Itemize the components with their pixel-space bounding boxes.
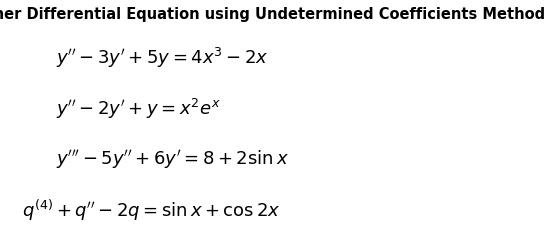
Text: $y^{\prime\prime\prime} - 5y^{\prime\prime} + 6y^{\prime} = 8 + 2\sin x$: $y^{\prime\prime\prime} - 5y^{\prime\pri… xyxy=(56,148,289,171)
Text: $y^{\prime\prime} - 2y^{\prime} + y = x^2e^x$: $y^{\prime\prime} - 2y^{\prime} + y = x^… xyxy=(56,97,220,121)
Text: Solve for Higher Differential Equation using Undetermined Coefficients Method: Solve for Higher Differential Equation u… xyxy=(0,7,545,22)
Text: $q^{(4)} + q^{\prime\prime} - 2q = \sin x + \cos 2x$: $q^{(4)} + q^{\prime\prime} - 2q = \sin … xyxy=(22,198,281,223)
Text: $y^{\prime\prime} - 3y^{\prime} + 5y = 4x^3 - 2x$: $y^{\prime\prime} - 3y^{\prime} + 5y = 4… xyxy=(56,46,268,70)
